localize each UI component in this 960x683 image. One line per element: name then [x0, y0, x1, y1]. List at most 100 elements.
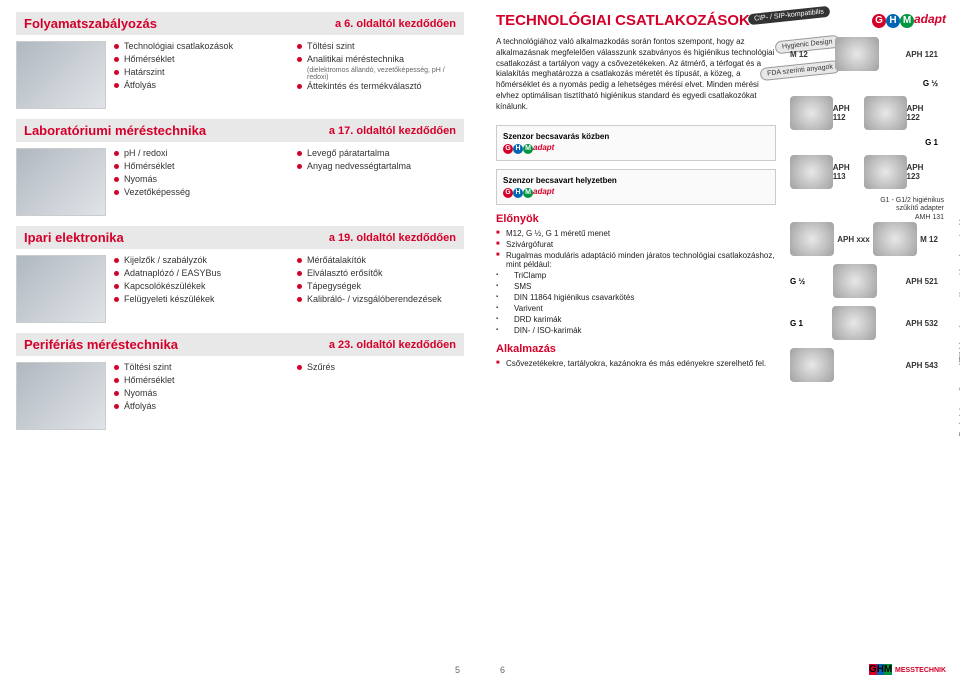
bullet-dot-icon	[114, 258, 119, 263]
logo-ghm-adapt: GHMadapt	[872, 12, 946, 28]
bullet-item: Szűrés	[297, 362, 464, 372]
parts-column: M 12APH 121 G ½ APH 112APH 122 G 1 APH 1…	[784, 37, 944, 390]
part-image	[864, 155, 907, 189]
bullet-dot-icon	[114, 164, 119, 169]
right-page: TECHNOLÓGIAI CSATLAKOZÁSOK CIP- / SIP-ko…	[480, 0, 960, 683]
bullet-item: Átfolyás	[114, 80, 281, 90]
bullet-dot-icon	[297, 271, 302, 276]
bullet-item: Átfolyás	[114, 401, 281, 411]
section-bar: Laboratóriumi méréstechnika a 17. oldaltó…	[16, 119, 464, 142]
bullet-dot-icon	[114, 57, 119, 62]
section-title: Perifériás méréstechnika	[24, 337, 178, 352]
part-image	[790, 222, 834, 256]
bullet-item: pH / redoxi	[114, 148, 281, 158]
section-bar: Perifériás méréstechnika a 23. oldaltól k…	[16, 333, 464, 356]
sensor-box-2: Szenzor becsavart helyzetben GHMadapt	[496, 169, 776, 205]
section-thumbnail	[16, 362, 106, 430]
bullet-dot-icon	[114, 44, 119, 49]
bullet-item: Hőmérséklet	[114, 375, 281, 385]
bullet-item: Töltési szint	[114, 362, 281, 372]
bullet-item: Mérőátalakítók	[297, 255, 464, 265]
part-image	[832, 306, 876, 340]
bullet-dot-icon	[114, 391, 119, 396]
section-thumbnail	[16, 148, 106, 216]
mini-logo-2: GHMadapt	[503, 187, 769, 198]
section-page-ref: a 6. oldaltól kezdődően	[335, 18, 456, 30]
part-image	[873, 222, 917, 256]
elonyok-list: M12, G ½, G 1 méretű menetSzivárgófuratR…	[496, 229, 776, 335]
part-image	[790, 96, 833, 130]
bullet-dot-icon	[114, 70, 119, 75]
section-title: Laboratóriumi méréstechnika	[24, 123, 206, 138]
bullet-dot-icon	[114, 151, 119, 156]
bullet-dot-icon	[297, 151, 302, 156]
bullet-dot-icon	[114, 284, 119, 289]
bullet-item: Áttekintés és termékválasztó	[297, 81, 464, 91]
logo-bottom: GHM MESSTECHNIK	[869, 664, 946, 675]
left-page: Folyamatszabályozás a 6. oldaltól kezdődő…	[0, 0, 480, 683]
bullet-item: Anyag nedvességtartalma	[297, 161, 464, 171]
section-title: Ipari elektronika	[24, 230, 124, 245]
adapter-note: G1 - G1/2 higiénikusszűkítő adapterAMH 1…	[784, 197, 944, 222]
bullet-subtext: (dielektromos állandó, vezetőképesség, p…	[307, 67, 464, 81]
bullet-dot-icon	[114, 365, 119, 370]
bullet-dot-icon	[297, 258, 302, 263]
section-bar: Folyamatszabályozás a 6. oldaltól kezdődő…	[16, 12, 464, 35]
bullet-dot-icon	[114, 404, 119, 409]
bullet-item: Kapcsolókészülékek	[114, 281, 281, 291]
section-block: Töltési szint Hőmérséklet Nyomás Átfolyás Sz…	[16, 362, 464, 430]
elonyok-heading: Előnyök	[496, 213, 776, 225]
section-block: Technológiai csatlakozások Hőmérséklet Hat…	[16, 41, 464, 109]
part-image	[790, 155, 833, 189]
bullet-dot-icon	[297, 44, 302, 49]
alkalmazas-list: Csővezetékekre, tartályokra, kazánokra é…	[496, 359, 776, 368]
part-image	[864, 96, 907, 130]
bullet-dot-icon	[297, 57, 302, 62]
bullet-item: Levegő páratartalma	[297, 148, 464, 158]
page-number-right: 6	[500, 665, 505, 675]
bullet-dot-icon	[297, 164, 302, 169]
bullet-dot-icon	[114, 271, 119, 276]
bullet-item: Határszint	[114, 67, 281, 77]
part-image	[790, 348, 834, 382]
bullet-dot-icon	[297, 297, 302, 302]
mini-logo-1: GHMadapt	[503, 143, 769, 154]
part-image	[833, 264, 877, 298]
description: A technológiához való alkalmazkodás sorá…	[496, 37, 776, 113]
section-page-ref: a 17. oldaltól kezdődően	[329, 125, 456, 137]
bullet-item: Adatnaplózó / EASYBus	[114, 268, 281, 278]
bullet-dot-icon	[114, 378, 119, 383]
bullet-dot-icon	[114, 297, 119, 302]
bullet-dot-icon	[297, 365, 302, 370]
section-bar: Ipari elektronika a 19. oldaltól kezdődőe…	[16, 226, 464, 249]
bullet-item: Elválasztó erősítők	[297, 268, 464, 278]
section-title: Folyamatszabályozás	[24, 16, 157, 31]
bullet-item: Töltési szint	[297, 41, 464, 51]
section-block: pH / redoxi Hőmérséklet Nyomás Vezetőképess…	[16, 148, 464, 216]
section-thumbnail	[16, 41, 106, 109]
part-image	[835, 37, 879, 71]
bullet-item: Analitikai méréstechnika	[297, 54, 464, 64]
bullet-dot-icon	[297, 84, 302, 89]
bullet-item: Kijelzők / szabályzók	[114, 255, 281, 265]
section-block: Kijelzők / szabályzók Adatnaplózó / EASYB…	[16, 255, 464, 323]
section-thumbnail	[16, 255, 106, 323]
bullet-item: Felügyeleti készülékek	[114, 294, 281, 304]
alkalmazas-heading: Alkalmazás	[496, 343, 776, 355]
bullet-item: Tápegységek	[297, 281, 464, 291]
bullet-item: Kalibráló- / vizsgálóberendezések	[297, 294, 464, 304]
bullet-dot-icon	[114, 190, 119, 195]
bullet-dot-icon	[297, 284, 302, 289]
bullet-item: Nyomás	[114, 174, 281, 184]
sensor-box-1: Szenzor becsavarás közben GHMadapt	[496, 125, 776, 161]
section-page-ref: a 23. oldaltól kezdődően	[329, 339, 456, 351]
bullet-item: Hőmérséklet	[114, 54, 281, 64]
bullet-item: Nyomás	[114, 388, 281, 398]
bullet-dot-icon	[114, 177, 119, 182]
bullet-item: Vezetőképesség	[114, 187, 281, 197]
bullet-item: Hőmérséklet	[114, 161, 281, 171]
section-page-ref: a 19. oldaltól kezdődően	[329, 232, 456, 244]
page-number-left: 5	[455, 665, 460, 675]
bullet-dot-icon	[114, 83, 119, 88]
bullet-item: Technológiai csatlakozások	[114, 41, 281, 51]
